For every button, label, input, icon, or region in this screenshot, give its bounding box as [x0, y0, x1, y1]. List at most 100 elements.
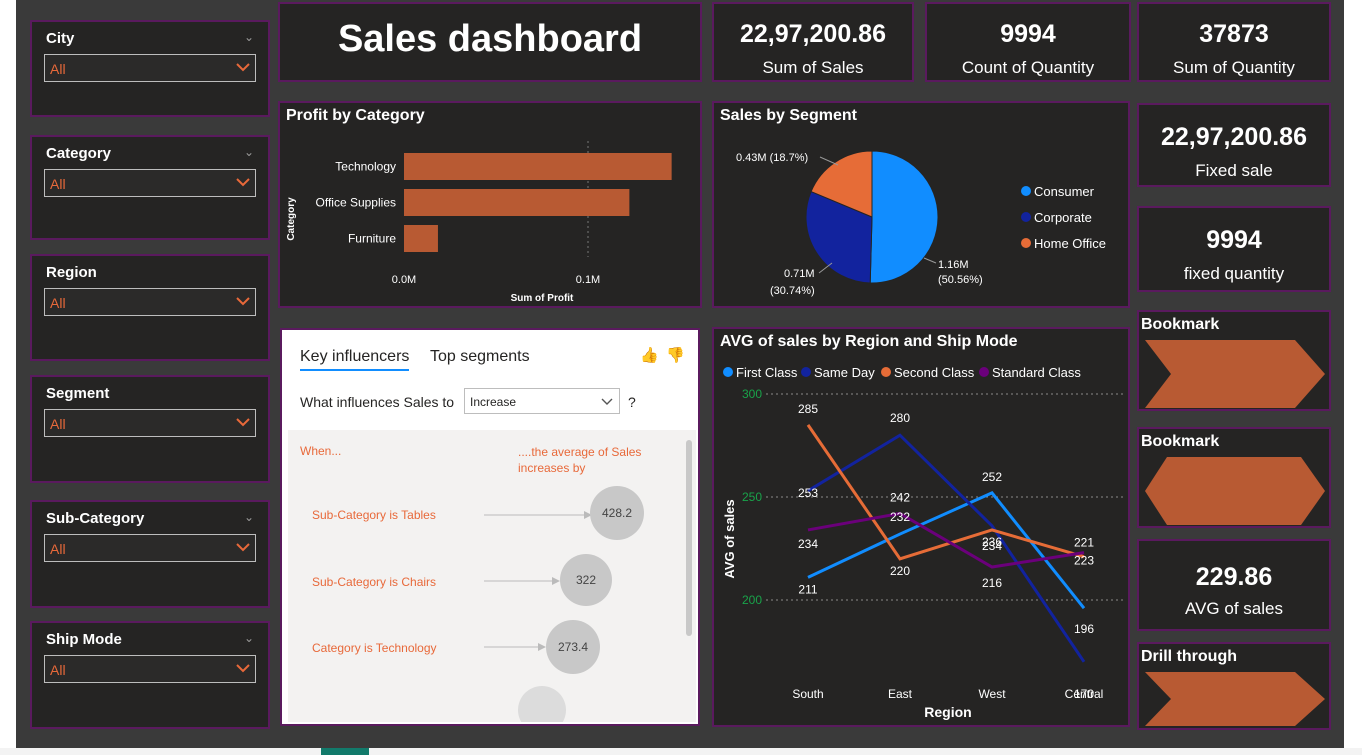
dropdown-value: All: [50, 61, 66, 77]
help-icon[interactable]: ?: [628, 394, 636, 410]
kpi-count-of-quantity: 9994 Count of Quantity: [925, 2, 1131, 82]
slicer-title: Category: [46, 145, 112, 162]
line-chart: AVG of sales Region 200 250 300 South East We…: [722, 365, 1124, 720]
influencer-label: Sub-Category is Tables: [312, 508, 436, 522]
title-card: Sales dashboard: [278, 2, 702, 82]
pie-label-consumer: 1.16M: [938, 259, 969, 271]
sub-category-dropdown[interactable]: All: [44, 534, 256, 562]
arrow-icon: [484, 577, 560, 585]
pie-label-consumer-pct: (50.56%): [938, 274, 983, 286]
dropdown-value: All: [50, 541, 66, 557]
series-line[interactable]: [806, 424, 1085, 561]
key-influencers-visual: Key influencers Top segments 👍 👎 What in…: [280, 328, 700, 726]
legend-marker: [1021, 186, 1031, 196]
sales-by-segment-chart: Sales by Segment 0.43M (18.7%) 0.71M (30…: [712, 101, 1130, 308]
x-axis-label: Sum of Profit: [511, 293, 574, 304]
kpi-value: 22,97,200.86: [740, 20, 886, 48]
drill-through-button[interactable]: Drill through: [1137, 642, 1331, 730]
legend-label[interactable]: Standard Class: [992, 365, 1081, 380]
pie-slice[interactable]: [869, 150, 939, 284]
pie-label-home-office: 0.43M (18.7%): [736, 152, 808, 164]
kpi-value: 229.86: [1195, 563, 1273, 591]
data-label: 253: [798, 486, 818, 500]
dropdown-value: Increase: [470, 395, 517, 409]
bookmark-button-1[interactable]: Bookmark: [1137, 310, 1331, 411]
legend-home-office[interactable]: Home Office: [1021, 236, 1106, 251]
bar[interactable]: [404, 225, 438, 252]
legend-consumer[interactable]: Consumer: [1021, 184, 1095, 199]
influencers-list: When... ....the average of Sales increas…: [288, 430, 696, 722]
page-tab-active[interactable]: [321, 748, 369, 755]
kpi-value: 37873: [1199, 20, 1269, 48]
slicer-title: Region: [46, 264, 97, 281]
question-label: What influences Sales to: [300, 394, 455, 410]
chevron-down-icon[interactable]: ⌄: [243, 631, 254, 645]
kpi-value: 9994: [1206, 226, 1262, 254]
data-label: 232: [890, 510, 910, 524]
chevron-down-icon: [236, 543, 250, 552]
y-axis-label: Category: [286, 197, 297, 241]
data-label: 234: [982, 539, 1002, 553]
category-label: Furniture: [348, 232, 396, 246]
kpi-label: AVG of sales: [1185, 599, 1283, 618]
legend-corporate[interactable]: Corporate: [1021, 210, 1092, 225]
chevron-down-icon[interactable]: ⌄: [243, 30, 254, 44]
chevron-down-icon[interactable]: ⌄: [243, 145, 254, 159]
legend-label[interactable]: Second Class: [894, 365, 975, 380]
influencer-bubble: 428.2: [590, 486, 644, 540]
legend-label: Home Office: [1034, 236, 1106, 251]
chevron-down-icon[interactable]: ⌄: [243, 510, 254, 524]
data-label: 220: [890, 564, 910, 578]
tab-top-segments[interactable]: Top segments: [430, 348, 530, 365]
kpi-value: 9994: [1000, 20, 1056, 48]
influencer-bubble-partial: [518, 686, 566, 722]
influencer-label: Sub-Category is Chairs: [312, 575, 437, 589]
tick-label: 0.0M: [392, 274, 416, 286]
bar[interactable]: [404, 189, 630, 216]
series-line[interactable]: [807, 491, 1086, 610]
legend-label[interactable]: Same Day: [814, 365, 875, 380]
tab-key-influencers[interactable]: Key influencers: [300, 348, 410, 371]
bookmark-button-2[interactable]: Bookmark: [1137, 427, 1331, 528]
y-tick-label: 300: [742, 387, 762, 401]
kpi-value: 22,97,200.86: [1161, 123, 1307, 151]
category-label: Office Supplies: [316, 196, 397, 210]
legend-marker: [979, 367, 989, 377]
data-label: 221: [1074, 536, 1094, 550]
thumbs-down-icon[interactable]: 👎: [666, 347, 685, 364]
slicer-segment: Segment All: [30, 375, 270, 483]
y-axis-label: AVG of sales: [722, 499, 737, 578]
pie-slice[interactable]: [810, 150, 873, 218]
chart-title: AVG of sales by Region and Ship Mode: [720, 333, 1018, 350]
slicer-title: Ship Mode: [46, 631, 122, 648]
x-tick-label: South: [792, 687, 823, 701]
kpi-label: Count of Quantity: [961, 58, 1095, 77]
kpi-label: Fixed sale: [1195, 161, 1273, 180]
pie-label-corporate-pct: (30.74%): [770, 285, 815, 297]
ship-mode-dropdown[interactable]: All: [44, 655, 256, 683]
influence-direction-dropdown[interactable]: Increase: [464, 388, 620, 414]
y-tick-label: 250: [742, 490, 762, 504]
city-dropdown[interactable]: All: [44, 54, 256, 82]
avg-sales-by-region-chart: AVG of sales by Region and Ship Mode AVG…: [712, 327, 1130, 727]
slicer-category: Category ⌄ All: [30, 135, 270, 240]
segment-dropdown[interactable]: All: [44, 409, 256, 437]
region-dropdown[interactable]: All: [44, 288, 256, 316]
data-label: 285: [798, 402, 818, 416]
data-label: 216: [982, 576, 1002, 590]
scrollbar[interactable]: [686, 440, 692, 636]
category-dropdown[interactable]: All: [44, 169, 256, 197]
series-line[interactable]: [807, 511, 1085, 569]
data-label: 211: [798, 582, 817, 596]
pie-slice[interactable]: [805, 190, 873, 284]
kpi-avg-of-sales: 229.86 AVG of sales: [1137, 539, 1331, 631]
bar[interactable]: [404, 153, 672, 180]
series-line[interactable]: [807, 433, 1086, 663]
category-label: Technology: [335, 160, 396, 174]
influencer-label: Category is Technology: [312, 641, 437, 655]
legend-label[interactable]: First Class: [736, 365, 798, 380]
data-label: 234: [798, 537, 818, 551]
data-label: 236: [982, 535, 1002, 549]
thumbs-up-icon[interactable]: 👍: [640, 347, 659, 364]
arrow-icon: [484, 511, 592, 519]
